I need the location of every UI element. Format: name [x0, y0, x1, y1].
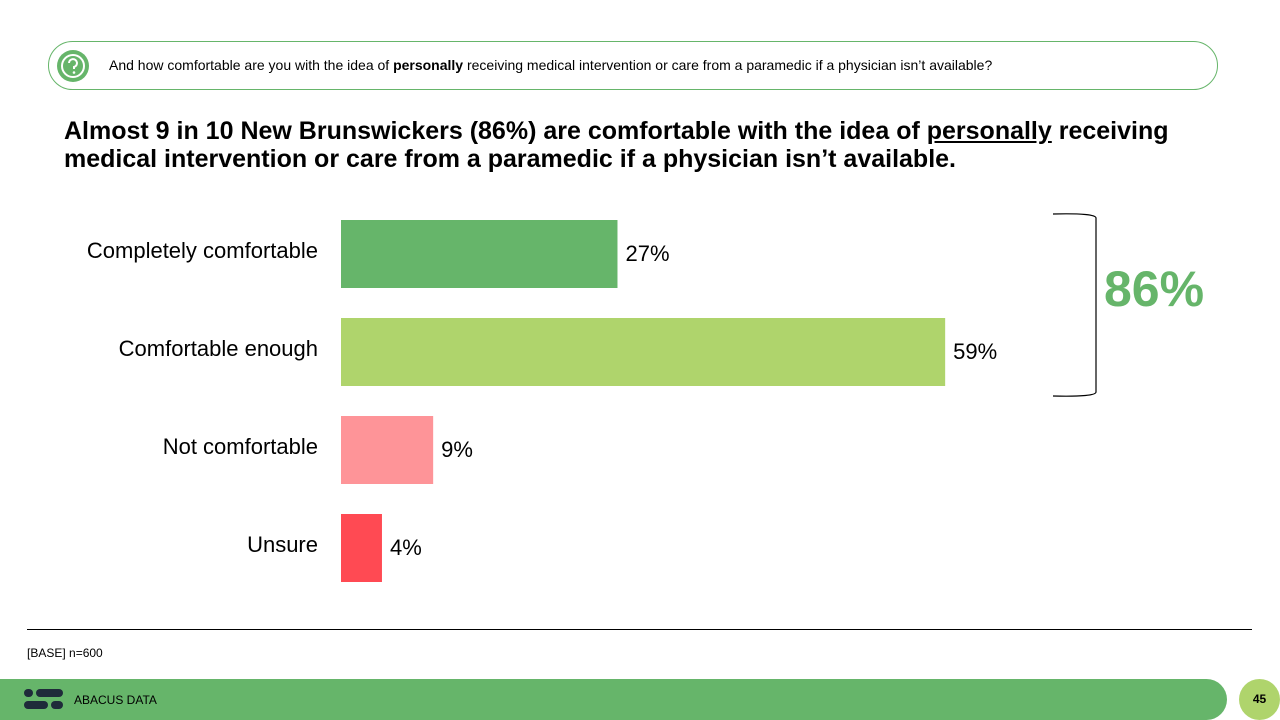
brand: ABACUS DATA	[74, 693, 157, 707]
bar	[341, 416, 434, 484]
value-label: 9%	[441, 437, 473, 462]
page-number: 45	[1239, 679, 1280, 720]
category-label: Comfortable enough	[119, 336, 318, 361]
bar	[341, 514, 382, 582]
headline: Almost 9 in 10 New Brunswickers (86%) ar…	[64, 117, 1214, 173]
question: And how comfortable are you with the ide…	[109, 57, 992, 73]
headline-emphasis: personally	[926, 117, 1052, 145]
footer-bar	[0, 679, 1227, 720]
category-label: Not comfortable	[163, 434, 318, 459]
value-label: 27%	[625, 241, 669, 266]
headline-text: Almost 9 in 10 New Brunswickers (86%) ar…	[64, 117, 927, 145]
logo	[24, 689, 63, 709]
question-emphasis: personally	[393, 57, 464, 73]
chart: Completely comfortable 27% Comfortable eno…	[87, 213, 1204, 582]
total-annotation: 86%	[1104, 261, 1204, 317]
bracket	[1052, 213, 1097, 397]
question-text: receiving medical intervention or care f…	[463, 57, 993, 73]
question-icon	[57, 50, 89, 82]
headline-text: receiving medical intervention or care f…	[64, 117, 1169, 173]
category-label: Completely comfortable	[87, 238, 318, 263]
category-label: Unsure	[247, 532, 318, 557]
base-note: [BASE] n=600	[27, 646, 103, 660]
question-box	[48, 41, 1218, 90]
value-label: 59%	[953, 339, 997, 364]
bar	[341, 318, 946, 386]
question-text: And how comfortable are you with the ide…	[109, 57, 394, 73]
value-label: 4%	[390, 535, 422, 560]
divider	[27, 629, 1252, 630]
bar	[341, 220, 618, 288]
